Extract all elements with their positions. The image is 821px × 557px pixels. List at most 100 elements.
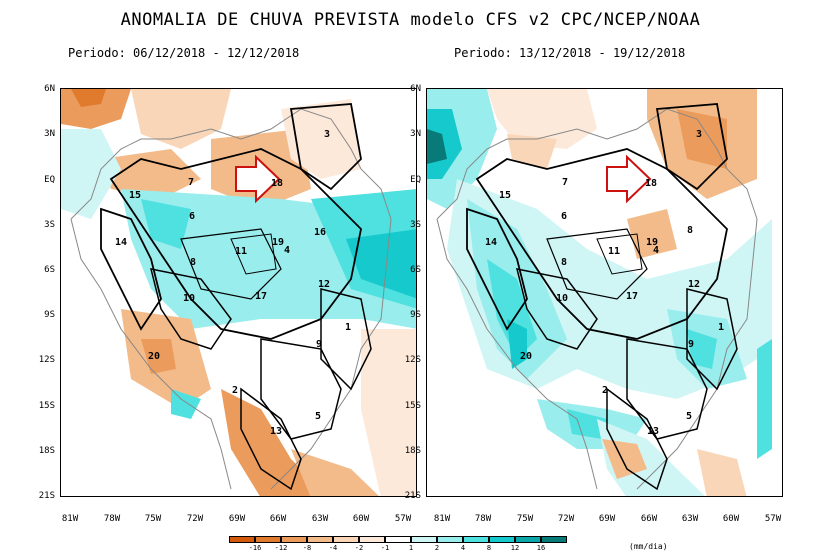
- y-tick-label: 12S: [404, 355, 421, 365]
- x-tick-label: 63W: [681, 514, 699, 524]
- region-number: 2: [602, 385, 609, 396]
- x-tick-label: 57W: [394, 514, 412, 524]
- colorbar-swatch: [307, 536, 333, 543]
- y-tick-label: 6S: [410, 265, 421, 275]
- colorbar-tick-label: 1: [408, 544, 414, 552]
- x-tick-label: 78W: [474, 514, 492, 524]
- y-tick-label: 9S: [410, 310, 421, 320]
- region-number: 2: [232, 385, 239, 396]
- region-number: 18: [271, 178, 284, 189]
- y-tick-label: 6N: [410, 84, 421, 94]
- y-tick-label: 12S: [38, 355, 55, 365]
- region-number: 6: [189, 211, 196, 222]
- x-tick-label: 72W: [186, 514, 204, 524]
- region-number: 4: [284, 245, 291, 256]
- region-number: 13: [270, 426, 283, 437]
- period-label-right: Periodo: 13/12/2018 - 19/12/2018: [454, 46, 686, 60]
- region-number: 7: [188, 177, 195, 188]
- region-number: 8: [561, 257, 568, 268]
- colorbar-swatch: [411, 536, 437, 543]
- region-number: 16: [314, 227, 327, 238]
- y-tick-label: 21S: [38, 491, 55, 501]
- region-number: 13: [647, 426, 660, 437]
- x-tick-label: 75W: [144, 514, 162, 524]
- x-tick-label: 72W: [557, 514, 575, 524]
- x-tick-label: 69W: [228, 514, 246, 524]
- region-number: 10: [183, 293, 196, 304]
- colorbar-tick-label: -1: [380, 544, 390, 552]
- region-number: 1: [345, 322, 352, 333]
- region-number: 20: [148, 351, 161, 362]
- region-number: 6: [561, 211, 568, 222]
- colorbar-unit-label: (mm/dia): [629, 542, 668, 551]
- colorbar-swatch: [333, 536, 359, 543]
- region-number: 9: [316, 339, 323, 350]
- x-tick-label: 60W: [352, 514, 370, 524]
- x-tick-label: 66W: [269, 514, 287, 524]
- y-tick-label: 6S: [44, 265, 55, 275]
- region-number: 18: [645, 178, 658, 189]
- colorbar-swatch: [463, 536, 489, 543]
- region-number: 20: [520, 351, 533, 362]
- period-label-left: Periodo: 06/12/2018 - 12/12/2018: [68, 46, 300, 60]
- region-number: 5: [315, 411, 322, 422]
- x-tick-label: 75W: [516, 514, 534, 524]
- region-number: 10: [556, 293, 569, 304]
- y-tick-label: 9S: [44, 310, 55, 320]
- colorbar-swatch: [385, 536, 411, 543]
- y-tick-label: EQ: [410, 175, 421, 185]
- region-number: 12: [688, 279, 701, 290]
- region-number: 11: [235, 246, 248, 257]
- region-number: 15: [129, 190, 142, 201]
- region-number: 8: [190, 257, 197, 268]
- colorbar-tick-label: -12: [274, 544, 288, 552]
- x-tick-label: 57W: [764, 514, 782, 524]
- y-tick-label: 18S: [404, 446, 421, 456]
- y-tick-label: 15S: [38, 401, 55, 411]
- y-tick-label: 15S: [404, 401, 421, 411]
- region-number: 3: [696, 129, 703, 140]
- colorbar-tick-label: 2: [434, 544, 440, 552]
- colorbar-swatch: [359, 536, 385, 543]
- y-tick-label: 6N: [44, 84, 55, 94]
- x-tick-label: 78W: [103, 514, 121, 524]
- colorbar-swatch: [515, 536, 541, 543]
- colorbar-tick-label: -16: [248, 544, 262, 552]
- colorbar-swatch: [437, 536, 463, 543]
- region-number: 4: [653, 245, 660, 256]
- figure-title: ANOMALIA DE CHUVA PREVISTA modelo CFS v2…: [120, 10, 701, 30]
- x-tick-label: 63W: [311, 514, 329, 524]
- colorbar-tick-label: 8: [486, 544, 492, 552]
- x-tick-label: 81W: [61, 514, 79, 524]
- region-number: 11: [608, 246, 621, 257]
- map-panel-right: 3 7 18 15 6 14 19 8 4 11 8 12 17 10 1 9 …: [426, 88, 783, 497]
- region-number: 19: [272, 237, 285, 248]
- colorbar-swatch: [229, 536, 255, 543]
- x-tick-label: 81W: [433, 514, 451, 524]
- region-number: 15: [499, 190, 512, 201]
- region-number: 9: [688, 339, 695, 350]
- colorbar-tick-label: -2: [354, 544, 364, 552]
- region-number: 17: [626, 291, 639, 302]
- x-tick-label: 66W: [640, 514, 658, 524]
- colorbar-swatch: [541, 536, 567, 543]
- colorbar-tick-label: -8: [302, 544, 312, 552]
- map-panel-left: 3 7 18 15 6 14 19 16 4 11 8 12 17 10 1 9…: [60, 88, 417, 497]
- region-number: 19: [646, 237, 659, 248]
- y-tick-label: 3N: [44, 129, 55, 139]
- x-tick-label: 60W: [722, 514, 740, 524]
- colorbar-tick-label: 4: [460, 544, 466, 552]
- colorbar-swatch: [255, 536, 281, 543]
- y-tick-label: 3N: [410, 129, 421, 139]
- y-tick-label: EQ: [44, 175, 55, 185]
- region-number: 8: [687, 225, 694, 236]
- region-number: 12: [318, 279, 331, 290]
- colorbar-tick-label: 16: [536, 544, 546, 552]
- colorbar-swatch: [489, 536, 515, 543]
- region-number: 3: [324, 129, 331, 140]
- region-number: 14: [485, 237, 498, 248]
- region-number: 17: [255, 291, 268, 302]
- y-tick-label: 3S: [410, 220, 421, 230]
- y-tick-label: 3S: [44, 220, 55, 230]
- region-number: 1: [718, 322, 725, 333]
